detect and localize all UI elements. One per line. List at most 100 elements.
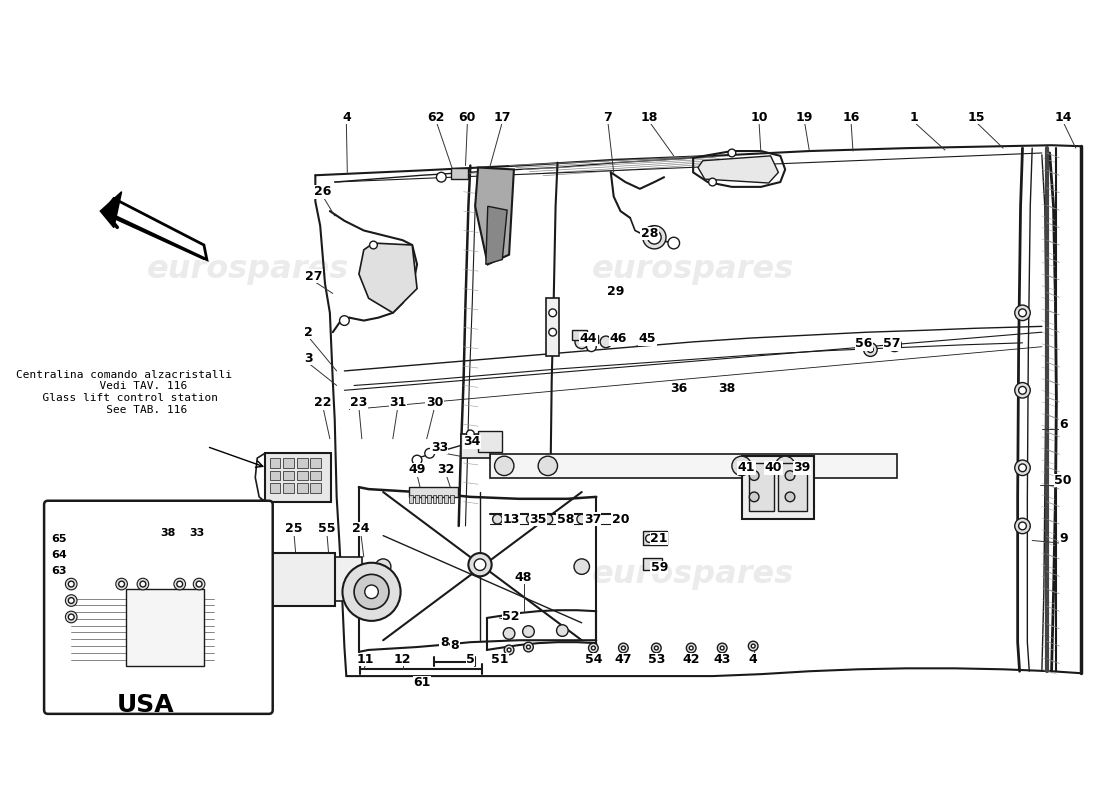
Circle shape [340, 316, 349, 326]
Polygon shape [486, 206, 507, 264]
Circle shape [1015, 518, 1031, 534]
Circle shape [748, 642, 758, 651]
Bar [439, 495, 442, 502]
Circle shape [504, 645, 514, 654]
Text: 35: 35 [529, 513, 547, 526]
Text: 10: 10 [750, 110, 768, 124]
Circle shape [549, 309, 557, 317]
Circle shape [1019, 464, 1026, 472]
Text: 46: 46 [609, 333, 627, 346]
Bar [126, 589, 204, 666]
Circle shape [728, 149, 736, 157]
Text: 31: 31 [389, 397, 406, 410]
Circle shape [543, 514, 552, 524]
Text: 2: 2 [305, 326, 312, 338]
Bar [265, 454, 331, 502]
Circle shape [524, 642, 534, 652]
Bar [450, 495, 454, 502]
Bar [310, 470, 321, 481]
Text: 59: 59 [650, 561, 668, 574]
Bar [310, 458, 321, 468]
Text: 53: 53 [648, 653, 666, 666]
Text: 48: 48 [515, 570, 532, 584]
Circle shape [888, 338, 901, 351]
Circle shape [864, 343, 877, 357]
Text: 26: 26 [315, 186, 332, 198]
Circle shape [354, 574, 389, 610]
Text: Centralina comando alzacristalli
      Vedi TAV. 116
  Glass lift control statio: Centralina comando alzacristalli Vedi TA… [15, 370, 231, 414]
Text: eurospares: eurospares [146, 559, 349, 590]
Bar [284, 470, 294, 481]
Circle shape [557, 625, 569, 636]
Circle shape [646, 534, 653, 542]
Text: 17: 17 [494, 110, 512, 124]
Circle shape [1015, 305, 1031, 321]
Text: 64: 64 [51, 550, 66, 560]
Circle shape [68, 581, 74, 587]
Circle shape [717, 643, 727, 653]
Text: eurospares: eurospares [146, 254, 349, 285]
Circle shape [618, 643, 628, 653]
Circle shape [690, 646, 693, 650]
FancyBboxPatch shape [44, 501, 273, 714]
Circle shape [65, 611, 77, 623]
Circle shape [601, 336, 612, 348]
Circle shape [527, 645, 530, 649]
Text: 8: 8 [451, 638, 459, 651]
Circle shape [785, 470, 795, 481]
Text: 36: 36 [670, 382, 688, 395]
Text: 5: 5 [466, 653, 475, 666]
Bar [421, 495, 425, 502]
Circle shape [651, 643, 661, 653]
Circle shape [1019, 309, 1026, 317]
Polygon shape [100, 192, 122, 227]
Text: 11: 11 [358, 653, 374, 666]
Text: 57: 57 [883, 338, 901, 350]
Circle shape [749, 470, 759, 481]
Bar [451, 167, 469, 179]
Text: 44: 44 [580, 333, 597, 346]
Circle shape [509, 514, 519, 524]
Circle shape [495, 456, 514, 475]
Text: 39: 39 [793, 462, 811, 474]
Circle shape [65, 578, 77, 590]
Text: 38: 38 [161, 528, 176, 538]
Circle shape [686, 643, 696, 653]
Bar [546, 298, 560, 357]
Polygon shape [698, 156, 779, 183]
Bar [284, 458, 294, 468]
Circle shape [116, 578, 128, 590]
Circle shape [412, 455, 422, 465]
Bar [432, 495, 437, 502]
Circle shape [576, 514, 586, 524]
Circle shape [892, 342, 898, 348]
Bar [310, 483, 321, 493]
Text: 33: 33 [189, 528, 205, 538]
Circle shape [365, 585, 378, 598]
Circle shape [868, 346, 873, 353]
Bar [276, 557, 362, 602]
Bar [572, 330, 586, 340]
Text: 18: 18 [641, 110, 658, 124]
Circle shape [575, 335, 589, 349]
Circle shape [196, 581, 202, 587]
Circle shape [174, 578, 186, 590]
Circle shape [574, 559, 590, 574]
Circle shape [1019, 386, 1026, 394]
Circle shape [708, 178, 716, 186]
Bar [297, 458, 308, 468]
Circle shape [342, 562, 400, 621]
Circle shape [177, 581, 183, 587]
Bar [270, 483, 280, 493]
Text: 50: 50 [1055, 474, 1071, 487]
Text: 14: 14 [1055, 110, 1071, 124]
Bar [490, 454, 896, 478]
Circle shape [549, 328, 557, 336]
Circle shape [466, 430, 474, 438]
Circle shape [507, 648, 512, 652]
Text: 29: 29 [607, 285, 625, 298]
Bar [741, 456, 814, 519]
Text: 47: 47 [615, 653, 632, 666]
Bar [297, 470, 308, 481]
Text: 4: 4 [342, 110, 351, 124]
